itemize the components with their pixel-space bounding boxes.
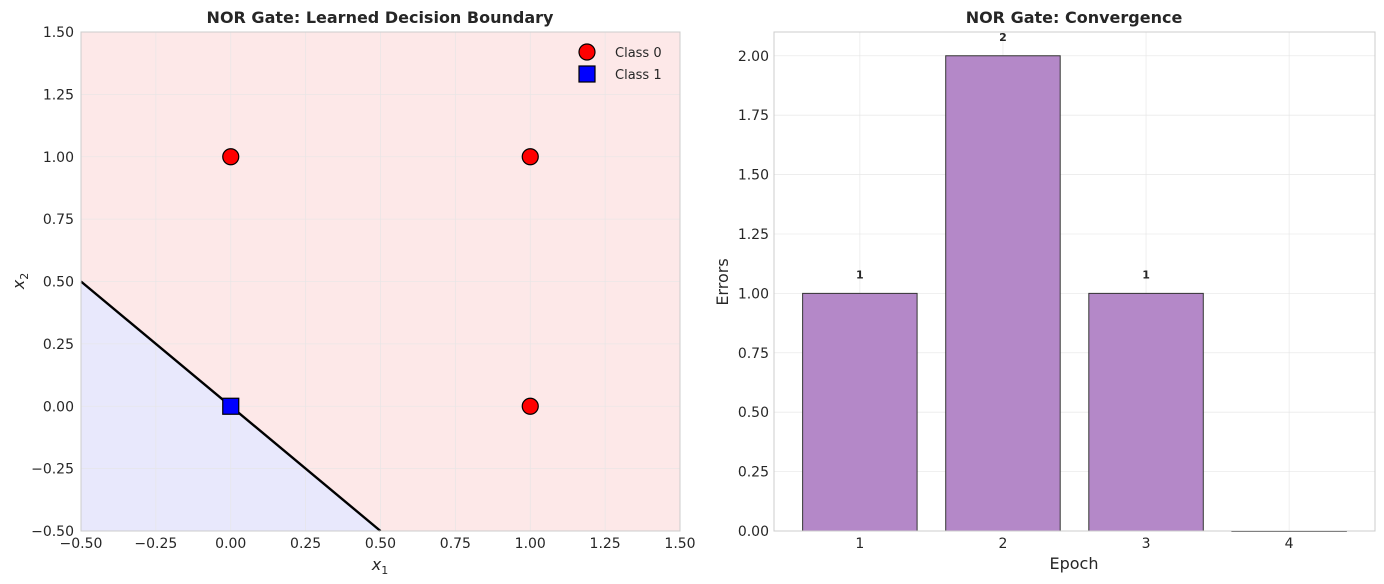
y-tick-label: 1.50 [43,25,74,41]
point-class-0 [521,148,539,166]
x-tick-label: 0.75 [440,536,471,552]
chart1-y-axis-label: x2 [9,273,31,290]
x-tick-label: −0.25 [134,536,177,552]
legend-label-class-0: Class 0 [615,46,662,61]
bar-value-label: 1 [1142,268,1150,281]
chart1-legend: Class 0 Class 1 [578,43,662,83]
y-tick-label: 0.25 [43,337,74,353]
y-tick-label: 0.50 [738,405,769,421]
chart2-frame [773,31,1376,532]
y-tick-label: 1.25 [43,87,74,103]
chart1-y-axis-label-sub: 2 [18,273,31,280]
chart2-y-axis-label: Errors [713,258,732,305]
x-tick-label: 0.25 [290,536,321,552]
y-tick-label: 0.50 [43,275,74,291]
chart1-title: NOR Gate: Learned Decision Boundary [207,8,554,27]
bar-epoch-1 [802,292,918,532]
x-tick-label: 1.00 [515,536,546,552]
x-tick-label: 1.50 [664,536,695,552]
chart2-y-ticks: 0.00 0.25 0.50 0.75 1.00 1.25 1.50 1.75 2.00 [738,49,769,540]
y-tick-label: 1.50 [738,168,769,184]
y-tick-label: 0.75 [43,212,74,228]
chart1-frame [80,31,681,532]
x-tick-label: 1.25 [590,536,621,552]
legend-marker-class-1 [578,65,596,83]
y-tick-label: 1.00 [738,286,769,302]
chart1-x-ticks: −0.50 −0.25 0.00 0.25 0.50 0.75 1.00 1.25 1.50 [60,536,696,552]
x-tick-label: 3 [1142,536,1151,552]
x-tick-label: 0.00 [215,536,246,552]
x-tick-label: 1 [855,536,864,552]
bar-epoch-3 [1088,292,1204,532]
legend-label-class-1: Class 1 [615,68,662,83]
x-tick-label: 4 [1285,536,1294,552]
chart2-title: NOR Gate: Convergence [966,8,1183,27]
y-tick-label: 2.00 [738,49,769,65]
chart1-y-ticks: −0.50 −0.25 0.00 0.25 0.50 0.75 1.00 1.25 1.50 [31,25,74,540]
y-tick-label: 1.00 [43,150,74,166]
chart2-bars: 1 2 1 [802,31,1347,532]
chart2-x-axis-label: Epoch [1050,554,1099,573]
y-tick-label: −0.25 [31,462,74,478]
point-class-1 [222,397,240,415]
y-tick-label: 0.00 [738,524,769,540]
chart1-x-axis-label-sub: 1 [381,564,388,577]
bar-value-label: 1 [856,268,864,281]
y-tick-label: 0.75 [738,346,769,362]
chart1-x-axis-label: x1 [371,555,388,577]
point-class-0 [521,397,539,415]
chart1-points [222,148,539,415]
point-class-0 [222,148,240,166]
y-tick-label: 1.25 [738,227,769,243]
y-tick-label: 0.25 [738,465,769,481]
bar-epoch-2 [945,55,1061,532]
y-tick-label: −0.50 [31,524,74,540]
legend-marker-class-0 [578,43,596,61]
decision-boundary-chart: NOR Gate: Learned Decision Boundary −0.5… [9,8,696,577]
x-tick-label: −0.50 [60,536,103,552]
y-tick-label: 1.75 [738,108,769,124]
x-tick-label: 2 [998,536,1007,552]
y-tick-label: 0.00 [43,399,74,415]
chart2-x-ticks: 1 2 3 4 [855,536,1293,552]
x-tick-label: 0.50 [365,536,396,552]
bar-value-label: 2 [999,31,1007,44]
